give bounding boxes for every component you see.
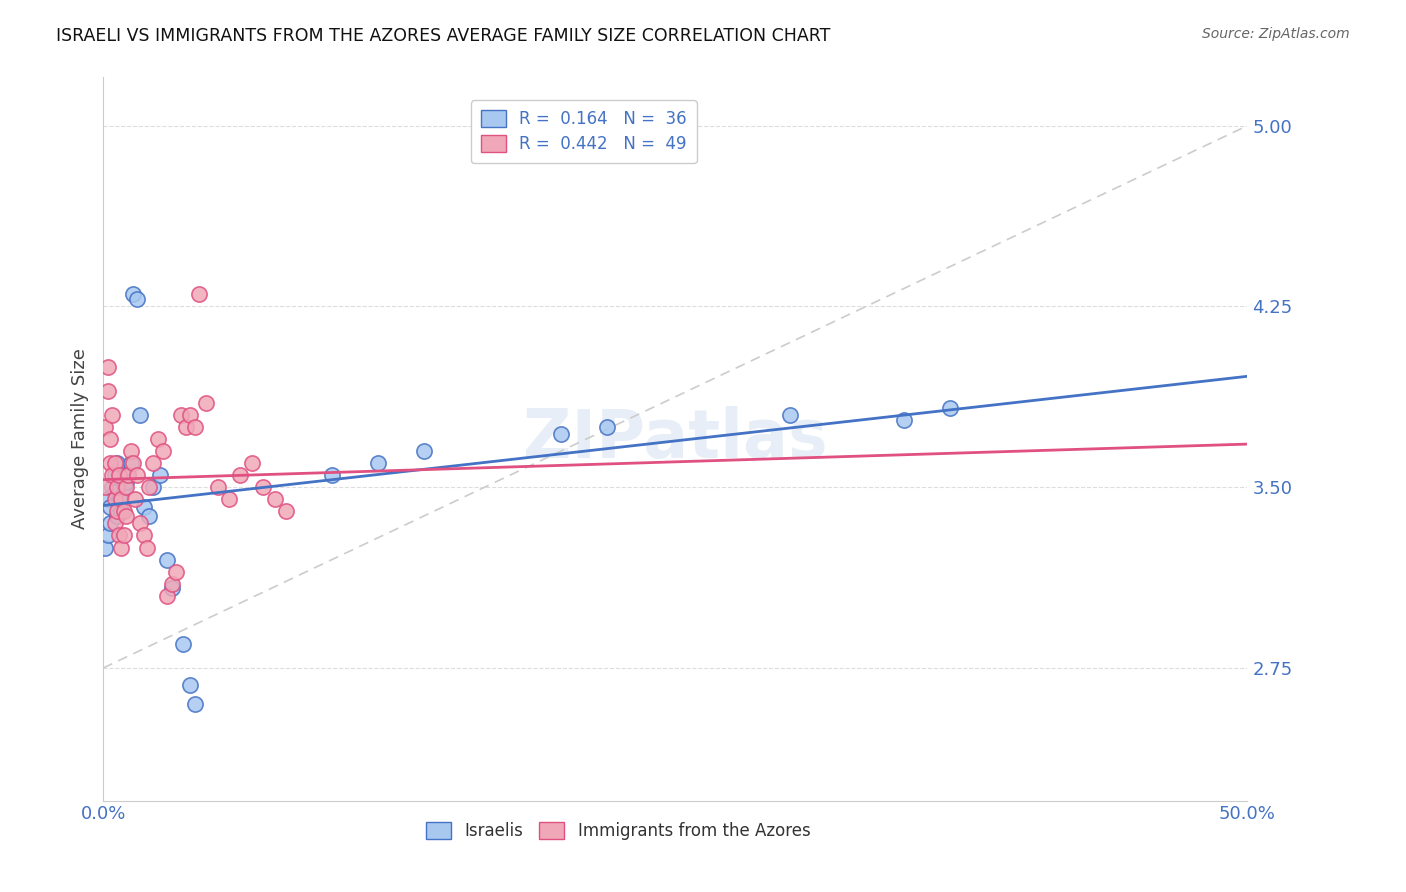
Immigrants from the Azores — [115, 480, 138, 494]
Immigrants from the Azores — [97, 359, 120, 374]
Israelis — [112, 480, 135, 494]
Immigrants from the Azores — [110, 541, 132, 555]
Immigrants from the Azores — [112, 528, 135, 542]
Immigrants from the Azores — [195, 396, 218, 410]
Immigrants from the Azores — [128, 516, 150, 531]
Israelis — [98, 500, 121, 514]
Immigrants from the Azores — [165, 565, 187, 579]
Israelis — [321, 468, 343, 483]
Immigrants from the Azores — [252, 480, 274, 494]
Immigrants from the Azores — [120, 444, 142, 458]
Immigrants from the Azores — [124, 492, 146, 507]
Immigrants from the Azores — [207, 480, 229, 494]
Immigrants from the Azores — [94, 420, 117, 434]
Immigrants from the Azores — [94, 480, 117, 494]
Y-axis label: Average Family Size: Average Family Size — [72, 349, 89, 530]
Immigrants from the Azores — [240, 456, 263, 470]
Israelis — [179, 678, 201, 692]
Immigrants from the Azores — [127, 468, 149, 483]
Immigrants from the Azores — [103, 456, 125, 470]
Israelis — [105, 456, 128, 470]
Israelis — [134, 500, 156, 514]
Text: Source: ZipAtlas.com: Source: ZipAtlas.com — [1202, 27, 1350, 41]
Immigrants from the Azores — [105, 504, 128, 518]
Israelis — [97, 528, 120, 542]
Immigrants from the Azores — [108, 528, 131, 542]
Israelis — [149, 468, 172, 483]
Immigrants from the Azores — [97, 384, 120, 398]
Immigrants from the Azores — [103, 516, 125, 531]
Israelis — [110, 504, 132, 518]
Israelis — [94, 541, 117, 555]
Israelis — [172, 637, 194, 651]
Legend: R =  0.164   N =  36, R =  0.442   N =  49: R = 0.164 N = 36, R = 0.442 N = 49 — [471, 100, 697, 163]
Israelis — [939, 401, 962, 415]
Immigrants from the Azores — [101, 408, 124, 422]
Israelis — [142, 480, 165, 494]
Immigrants from the Azores — [276, 504, 298, 518]
Israelis — [779, 408, 801, 422]
Immigrants from the Azores — [138, 480, 160, 494]
Immigrants from the Azores — [188, 287, 211, 301]
Immigrants from the Azores — [122, 456, 145, 470]
Immigrants from the Azores — [142, 456, 165, 470]
Israelis — [595, 420, 617, 434]
Israelis — [550, 427, 572, 442]
Immigrants from the Azores — [229, 468, 252, 483]
Immigrants from the Azores — [105, 480, 128, 494]
Text: ZIPatlas: ZIPatlas — [523, 406, 828, 472]
Immigrants from the Azores — [179, 408, 201, 422]
Immigrants from the Azores — [108, 468, 131, 483]
Immigrants from the Azores — [263, 492, 285, 507]
Israelis — [101, 480, 124, 494]
Immigrants from the Azores — [156, 589, 179, 603]
Israelis — [893, 413, 915, 427]
Text: ISRAELI VS IMMIGRANTS FROM THE AZORES AVERAGE FAMILY SIZE CORRELATION CHART: ISRAELI VS IMMIGRANTS FROM THE AZORES AV… — [56, 27, 831, 45]
Israelis — [120, 456, 142, 470]
Israelis — [108, 492, 131, 507]
Israelis — [97, 492, 120, 507]
Immigrants from the Azores — [183, 420, 205, 434]
Israelis — [103, 485, 125, 500]
Immigrants from the Azores — [117, 468, 139, 483]
Israelis — [160, 582, 183, 596]
Immigrants from the Azores — [134, 528, 156, 542]
Israelis — [103, 468, 125, 483]
Immigrants from the Azores — [115, 509, 138, 524]
Israelis — [138, 509, 160, 524]
Immigrants from the Azores — [98, 456, 121, 470]
Israelis — [128, 408, 150, 422]
Israelis — [98, 516, 121, 531]
Immigrants from the Azores — [112, 504, 135, 518]
Immigrants from the Azores — [110, 492, 132, 507]
Immigrants from the Azores — [218, 492, 240, 507]
Immigrants from the Azores — [170, 408, 193, 422]
Israelis — [183, 697, 205, 711]
Israelis — [122, 287, 145, 301]
Immigrants from the Azores — [135, 541, 157, 555]
Immigrants from the Azores — [174, 420, 197, 434]
Israelis — [117, 468, 139, 483]
Immigrants from the Azores — [152, 444, 174, 458]
Immigrants from the Azores — [160, 576, 183, 591]
Israelis — [156, 552, 179, 566]
Israelis — [105, 509, 128, 524]
Israelis — [127, 292, 149, 306]
Israelis — [367, 456, 389, 470]
Immigrants from the Azores — [98, 432, 121, 446]
Immigrants from the Azores — [101, 468, 124, 483]
Israelis — [412, 444, 434, 458]
Israelis — [115, 475, 138, 490]
Immigrants from the Azores — [103, 492, 125, 507]
Immigrants from the Azores — [146, 432, 169, 446]
